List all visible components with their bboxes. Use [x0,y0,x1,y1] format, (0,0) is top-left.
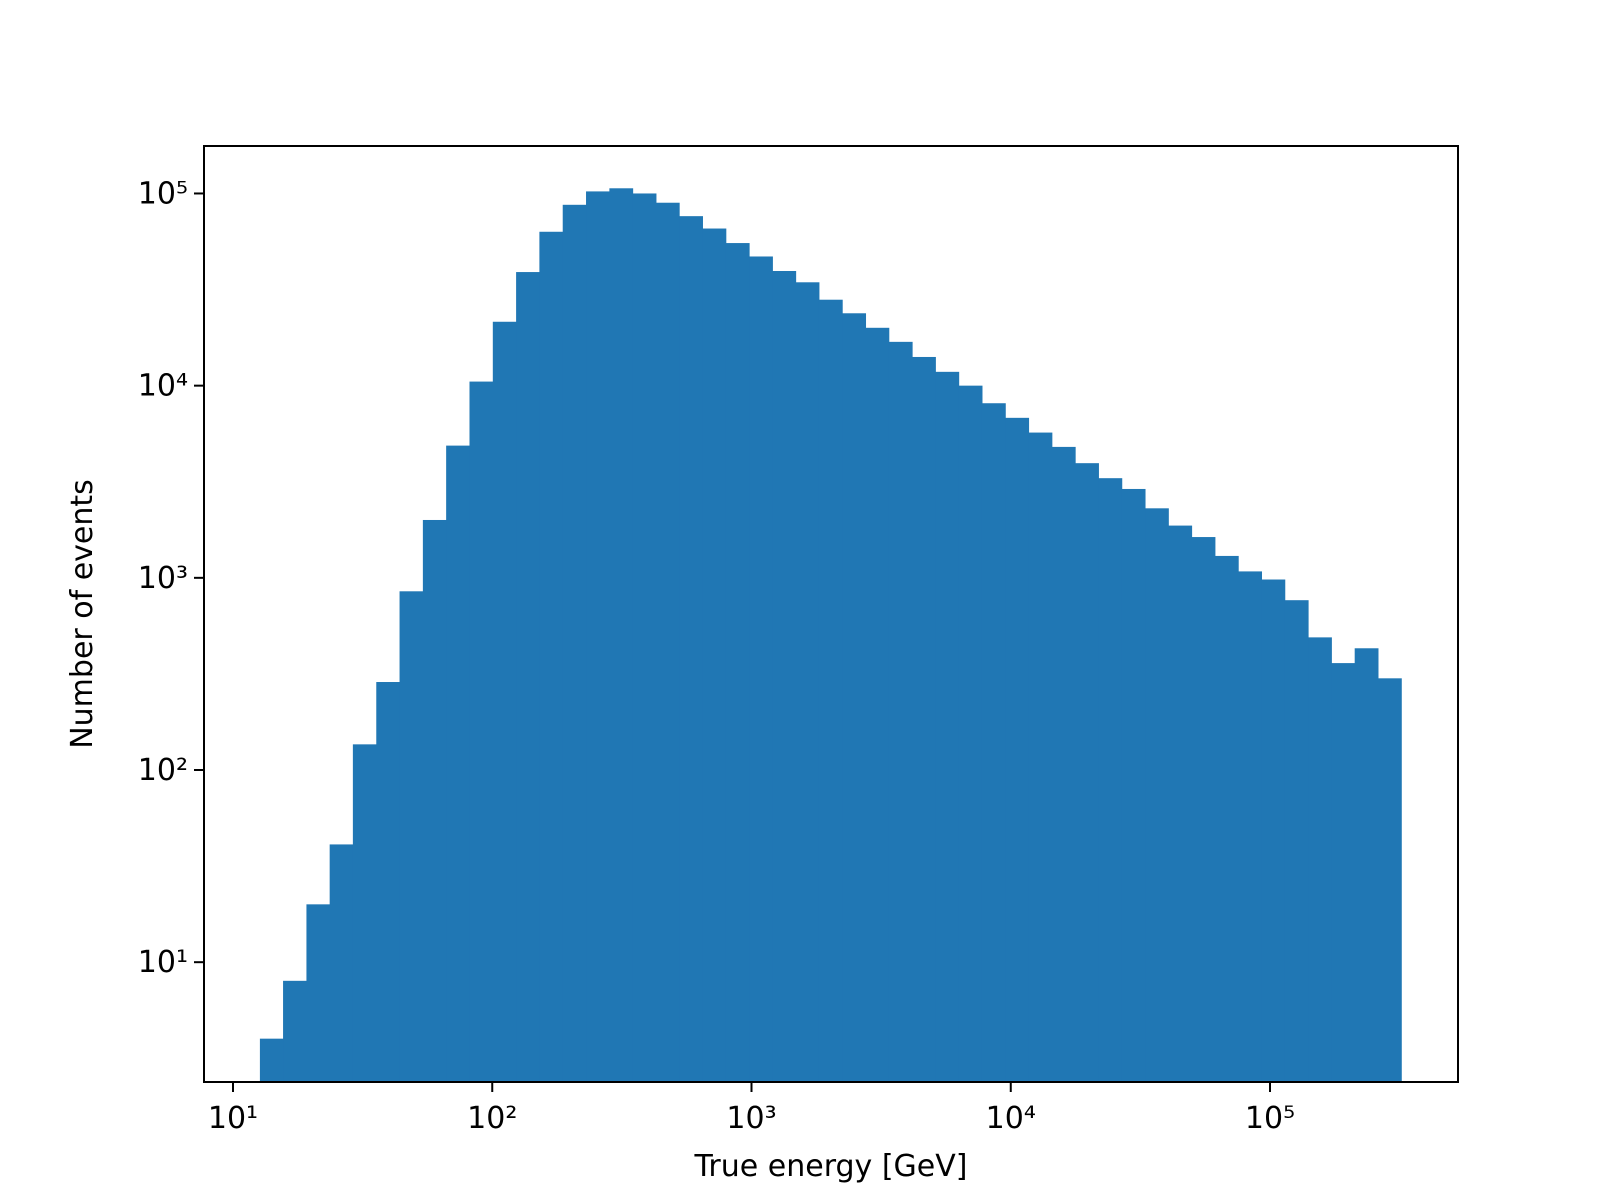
bar [1284,600,1309,1082]
bar [516,272,540,1082]
bar [725,243,750,1082]
x-tick-label: 10⁵ [1245,1101,1295,1136]
bar [1121,488,1146,1082]
bar [1075,463,1099,1082]
y-axis-label: Number of events [65,479,100,749]
bar [772,270,797,1082]
y-tick-label: 10⁴ [138,369,188,404]
bar [446,445,470,1083]
y-tick-label: 10² [138,753,188,788]
bar [842,313,867,1082]
bar [609,188,634,1083]
bar [749,256,773,1082]
bar [1377,678,1402,1082]
x-axis-label: True energy [GeV] [694,1149,968,1184]
bar [1145,508,1169,1083]
bar [469,381,494,1082]
bar [283,980,307,1082]
bar [399,591,424,1082]
bar [1308,637,1332,1082]
bar [306,904,331,1082]
y-tick-label: 10³ [138,561,188,596]
bar [632,193,657,1083]
bar [702,228,727,1083]
bar [655,202,680,1082]
bar [912,356,936,1083]
bar [329,844,354,1082]
bar [795,282,820,1082]
bar [1005,417,1030,1082]
x-tick-label: 10² [467,1101,517,1136]
bar [376,682,401,1082]
bar [352,744,377,1082]
bar [492,321,517,1082]
bar [422,519,447,1082]
bar [865,327,890,1082]
bar [981,403,1006,1082]
bar [1028,432,1053,1082]
bar [1261,579,1286,1082]
x-tick-label: 10¹ [208,1101,258,1136]
bar [935,371,960,1082]
bar [679,216,703,1083]
bar [1051,446,1076,1082]
x-tick-label: 10⁴ [986,1101,1036,1136]
bar [888,341,913,1082]
bar [1214,555,1239,1082]
bar [1331,663,1356,1082]
bar [259,1038,284,1082]
bar [586,191,610,1082]
bar [818,299,843,1082]
plot-frame [203,145,1459,1083]
bar [1191,537,1216,1082]
bar [562,204,587,1082]
bar [1168,525,1193,1082]
y-tick-label: 10¹ [138,945,188,980]
y-tick-label: 10⁵ [138,176,188,211]
bar [958,385,983,1082]
bar [1238,571,1263,1082]
bar [1098,478,1123,1082]
x-tick-label: 10³ [726,1101,776,1136]
bar [1354,648,1379,1082]
bar [539,231,564,1083]
